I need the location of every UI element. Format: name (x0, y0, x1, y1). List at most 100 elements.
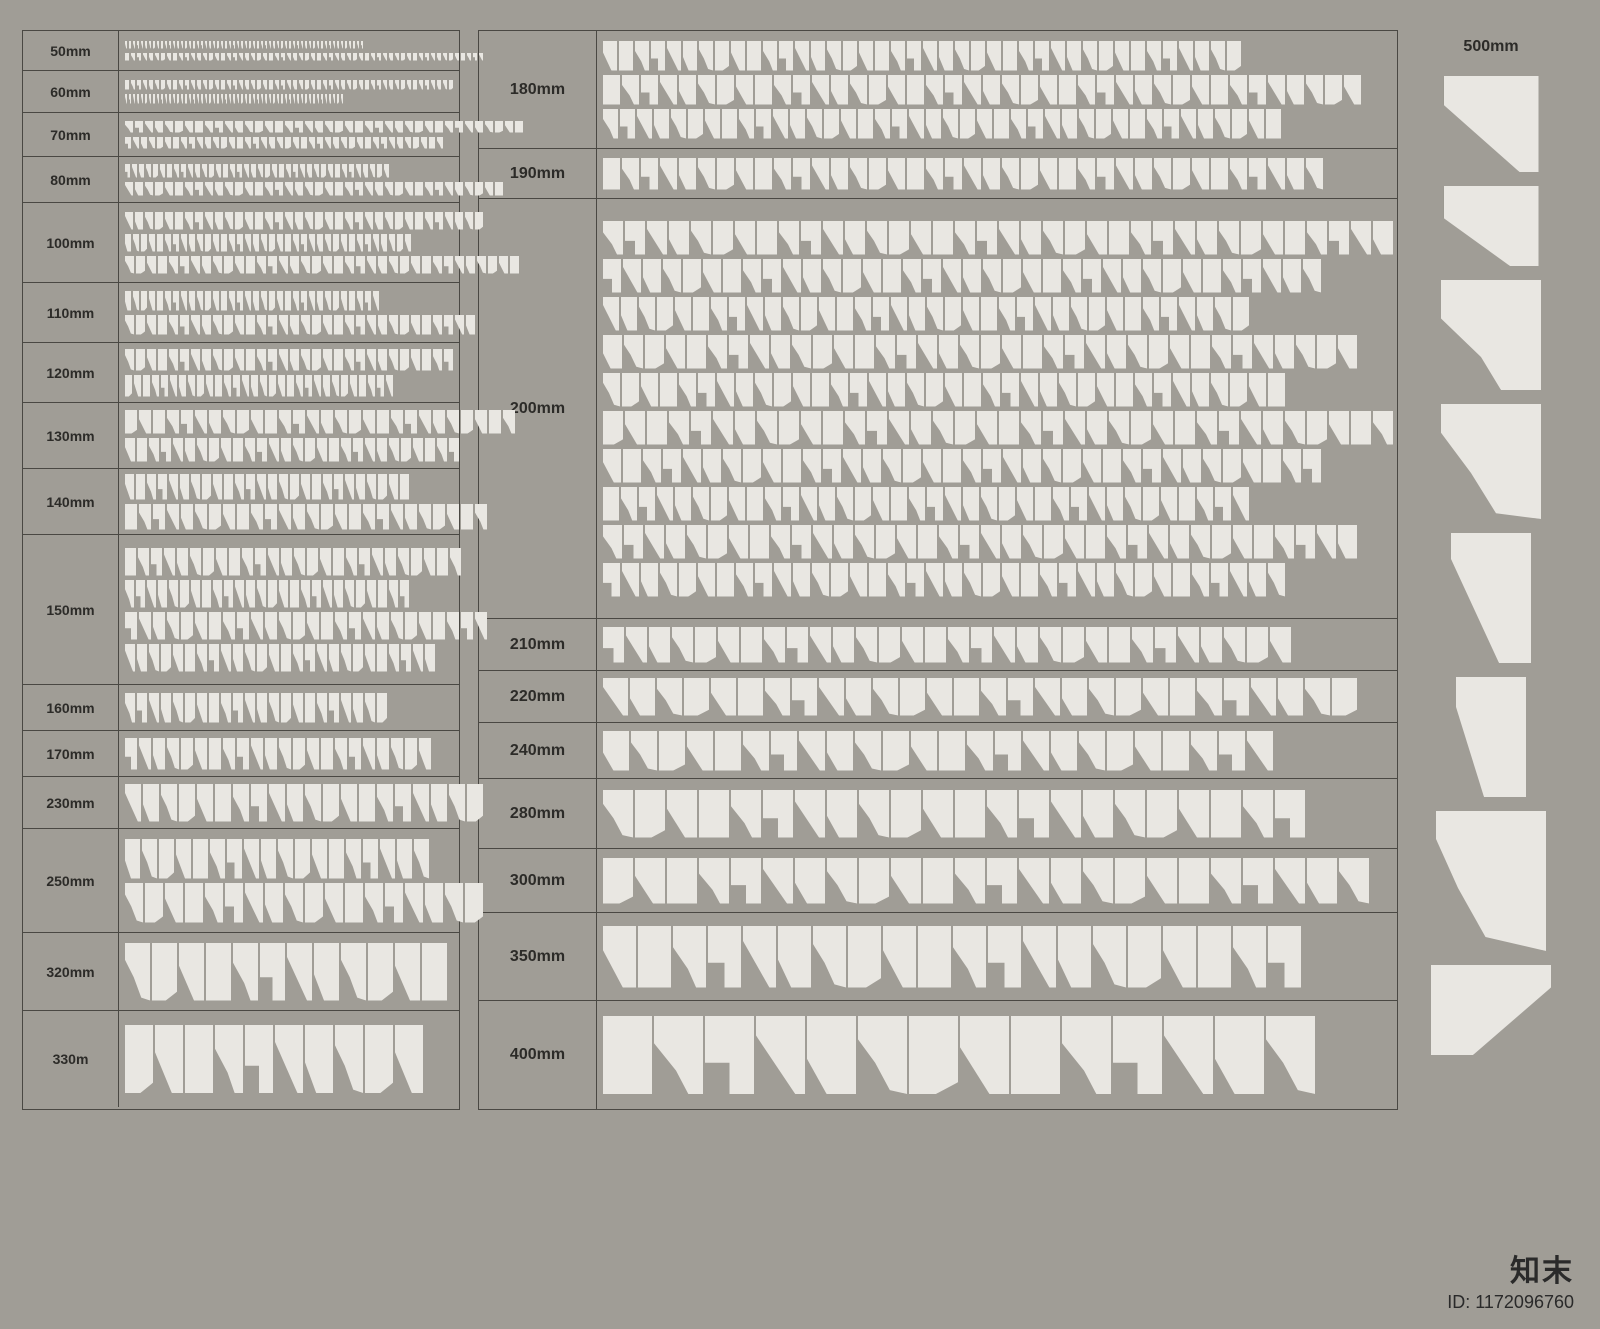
molding-profile-icon (663, 259, 681, 293)
molding-profile-icon (667, 790, 697, 838)
molding-profile-icon (161, 94, 163, 104)
molding-profile-icon (221, 438, 231, 462)
profile-shape-line (125, 349, 453, 371)
molding-profile-icon (467, 784, 483, 822)
molding-profile-icon (261, 41, 263, 49)
molding-profile-icon (603, 1016, 652, 1094)
molding-profile-icon (281, 80, 285, 90)
molding-profile-icon (1083, 790, 1113, 838)
molding-profile-icon (180, 474, 189, 500)
molding-profile-icon (1192, 75, 1209, 105)
molding-profile-icon (1266, 1016, 1315, 1094)
molding-profile-icon (312, 256, 321, 274)
molding-profile-icon (209, 410, 221, 434)
molding-profile-icon (224, 474, 233, 500)
molding-profile-icon (1103, 259, 1121, 293)
molding-profile-icon (1035, 297, 1051, 331)
molding-profile-icon (149, 94, 151, 104)
molding-profile-icon (253, 234, 259, 252)
molding-profile-icon (1019, 790, 1049, 838)
molding-profile-icon (169, 474, 178, 500)
molding-profile-icon (215, 212, 223, 230)
molding-profile-icon (892, 109, 907, 139)
molding-profile-icon (125, 410, 137, 434)
molding-profile-icon (405, 212, 413, 230)
molding-profile-icon (136, 315, 145, 335)
molding-profile-icon (389, 644, 399, 672)
molding-profile-icon (301, 349, 310, 371)
molding-profile-icon (743, 731, 769, 771)
molding-profile-icon (603, 449, 621, 483)
molding-profile-icon (164, 548, 175, 576)
molding-profile-icon (345, 256, 354, 274)
molding-profile-icon (405, 182, 413, 196)
molding-profile-icon (902, 627, 923, 663)
molding-profile-icon (641, 373, 658, 407)
molding-profile-icon (335, 1025, 363, 1093)
size-row: 250mm (23, 829, 459, 933)
molding-profile-icon (383, 80, 387, 90)
molding-profile-icon (747, 297, 763, 331)
molding-profile-icon (983, 563, 1000, 597)
molding-profile-icon (1078, 75, 1095, 105)
molding-profile-icon (307, 612, 319, 640)
molding-profile-icon (295, 182, 303, 196)
molding-profile-icon (253, 41, 255, 49)
profile-shape-line (125, 548, 487, 576)
molding-profile-icon (317, 53, 321, 61)
molding-profile-icon (225, 94, 227, 104)
molding-profile-icon (312, 349, 321, 371)
molding-profile-icon (216, 548, 227, 576)
molding-profile-icon (215, 53, 219, 61)
molding-profile-icon (233, 80, 237, 90)
molding-profile-icon (1215, 109, 1230, 139)
molding-profile-icon (229, 291, 235, 311)
molding-profile-icon (801, 411, 821, 445)
molding-profile-icon (251, 164, 256, 178)
molding-profile-icon (444, 315, 453, 335)
molding-profile-icon (125, 80, 129, 90)
molding-profile-icon (395, 212, 403, 230)
molding-profile-icon (299, 53, 303, 61)
molding-profile-icon (1164, 1016, 1213, 1094)
molding-profile-icon (265, 883, 283, 923)
molding-profile-icon (779, 411, 799, 445)
molding-profile-icon (1023, 525, 1042, 559)
molding-profile-icon (233, 94, 235, 104)
molding-profile-icon (279, 349, 288, 371)
molding-profile-icon (365, 53, 369, 61)
molding-profile-icon (371, 53, 375, 61)
molding-profile-icon (349, 291, 355, 311)
molding-profile-icon (1215, 297, 1231, 331)
molding-profile-icon (455, 53, 459, 61)
molding-profile-icon (1305, 678, 1330, 716)
molding-profile-icon (209, 693, 219, 723)
molding-profile-icon (1317, 335, 1336, 369)
size-label: 350mm (479, 913, 597, 1000)
molding-profile-icon (713, 411, 733, 445)
molding-profile-icon (743, 259, 761, 293)
molding-profile-icon (177, 41, 179, 49)
molding-profile-icon (391, 504, 403, 530)
molding-profile-icon (1233, 487, 1249, 521)
molding-profile-icon (1154, 158, 1171, 190)
molding-profile-icon (395, 784, 411, 822)
molding-profile-icon (312, 839, 327, 879)
molding-profile-icon (1044, 335, 1063, 369)
molding-profile-icon (787, 627, 808, 663)
molding-profile-icon (960, 525, 979, 559)
molding-profile-icon (349, 612, 361, 640)
molding-profile-icon (223, 410, 235, 434)
molding-profile-icon (637, 109, 652, 139)
molding-profile-icon (1243, 259, 1261, 293)
molding-profile-icon (295, 839, 310, 879)
molding-profile-icon (209, 438, 219, 462)
molding-profile-icon (465, 883, 483, 923)
molding-profile-icon (756, 109, 771, 139)
molding-profile-icon (1125, 297, 1141, 331)
molding-profile-icon (246, 580, 255, 608)
size-row: 130mm (23, 403, 459, 469)
molding-profile-icon (422, 256, 431, 274)
molding-profile-icon (603, 373, 620, 407)
molding-profile-icon (346, 548, 357, 576)
